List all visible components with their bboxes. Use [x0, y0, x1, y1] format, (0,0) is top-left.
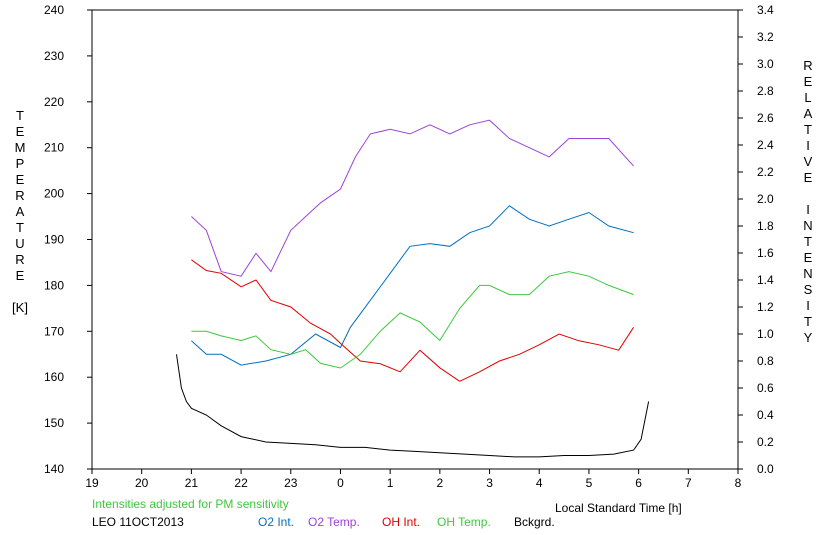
- y-right-tick-label: 1.0: [757, 327, 774, 341]
- y-left-title-letter: T: [16, 220, 24, 235]
- y-right-tick-label: 3.0: [757, 57, 774, 71]
- y-right-title-letter: T: [804, 122, 812, 137]
- y-right-tick-label: 2.4: [757, 138, 774, 152]
- y-left-title-letter: M: [15, 140, 26, 155]
- y-left-tick-label: 240: [44, 3, 64, 17]
- y-left-title-letter: E: [16, 124, 25, 139]
- y-left-tick-label: 200: [44, 187, 64, 201]
- y-left-title-letter: E: [16, 172, 25, 187]
- series-line-4: [176, 354, 650, 458]
- y-right-tick-label: 2.2: [757, 165, 774, 179]
- y-right-title-letter: Y: [804, 330, 813, 345]
- plot-frame: [91, 9, 739, 470]
- x-tick-label: 20: [135, 476, 149, 490]
- y-axis-right: 0.0 0.2 0.4 0.6 0.8 1.0 1.2 1.4 1.6 1.8 2.0 2.2 2.4 2…: [738, 3, 774, 476]
- x-tick-label: 22: [234, 476, 248, 490]
- x-tick-label: 19: [85, 476, 99, 490]
- y-right-tick-label: 0.2: [757, 435, 774, 449]
- y-right-tick-label: 2.8: [757, 84, 774, 98]
- legend-o2-temp: O2 Temp.: [308, 515, 360, 529]
- x-tick-label: 3: [486, 476, 493, 490]
- y-left-title-letter: P: [16, 156, 25, 171]
- y-left-tick-label: 140: [44, 462, 64, 476]
- x-tick-label: 23: [284, 476, 298, 490]
- y-left-tick-label: 180: [44, 278, 64, 292]
- series-line-3: [191, 271, 634, 369]
- y-right-title-letter: R: [803, 58, 812, 73]
- x-tick-label: 0: [337, 476, 344, 490]
- y-right-tick-label: 0.4: [757, 408, 774, 422]
- y-right-tick-label: 1.2: [757, 300, 774, 314]
- x-tick-label: 21: [185, 476, 199, 490]
- x-tick-label: 4: [536, 476, 543, 490]
- legend-bckgrd: Bckgrd.: [514, 515, 555, 529]
- y-left-tick-label: 170: [44, 324, 64, 338]
- station-label: LEO 11OCT2013: [92, 515, 184, 529]
- y-left-tick-label: 190: [44, 233, 64, 247]
- y-right-tick-label: 0.0: [757, 462, 774, 476]
- y-axis-left: 140 150 160 170 180 190 200 210 220 230 240: [44, 3, 92, 476]
- y-right-tick-label: 2.6: [757, 111, 774, 125]
- y-right-tick-label: 3.2: [757, 30, 774, 44]
- y-right-title-letter: L: [804, 90, 811, 105]
- y-left-title-letter: U: [15, 236, 24, 251]
- legend-oh-temp: OH Temp.: [437, 515, 491, 529]
- y-left-tick-label: 210: [44, 141, 64, 155]
- x-axis-title: Local Standard Time [h]: [555, 501, 682, 515]
- x-tick-label: 2: [437, 476, 444, 490]
- legend-o2-int: O2 Int.: [258, 515, 294, 529]
- series-line-1: [191, 119, 634, 277]
- y-left-title-letter: A: [16, 204, 25, 219]
- x-tick-label: 8: [735, 476, 742, 490]
- y-right-title-letter: T: [804, 314, 812, 329]
- y-right-tick-label: 0.8: [757, 354, 774, 368]
- y-left-tick-label: 160: [44, 370, 64, 384]
- note-text: Intensities adjusted for PM sensitivity: [92, 497, 289, 511]
- y-left-tick-label: 220: [44, 95, 64, 109]
- y-right-tick-label: 3.4: [757, 3, 774, 17]
- y-right-title-letter: T: [804, 234, 812, 249]
- y-right-tick-label: 0.6: [757, 381, 774, 395]
- x-tick-label: 6: [635, 476, 642, 490]
- series-lines: [176, 119, 650, 458]
- y-left-title-letter: R: [15, 252, 24, 267]
- y-right-tick-label: 2.0: [757, 192, 774, 206]
- y-right-title-letter: I: [806, 298, 810, 313]
- y-right-title-letter: E: [804, 170, 813, 185]
- x-tick-label: 7: [685, 476, 692, 490]
- y-right-tick-label: 1.4: [757, 273, 774, 287]
- y-right-tick-label: 1.6: [757, 246, 774, 260]
- x-axis: 19 20 21 22 23 0 1 2 3 4 5 6 7 8: [85, 469, 742, 490]
- y-left-title-letter: E: [16, 268, 25, 283]
- x-tick-label: 5: [586, 476, 593, 490]
- legend-oh-int: OH Int.: [382, 515, 420, 529]
- y-left-tick-label: 230: [44, 49, 64, 63]
- y-right-title-letter: E: [804, 250, 813, 265]
- y-right-title-letter: N: [803, 266, 812, 281]
- y-right-title-letter: I: [806, 138, 810, 153]
- y-left-title-unit: [K]: [12, 300, 28, 315]
- y-right-title-letter: V: [804, 154, 813, 169]
- y-right-title-letter: A: [804, 106, 813, 121]
- y-left-tick-label: 150: [44, 416, 64, 430]
- y-left-title-letter: T: [16, 108, 24, 123]
- y-right-tick-label: 1.8: [757, 219, 774, 233]
- y-right-title-letter: I: [806, 202, 810, 217]
- y-left-title-letter: R: [15, 188, 24, 203]
- series-line-0: [191, 205, 634, 366]
- y-right-title-letter: N: [803, 218, 812, 233]
- series-line-2: [191, 259, 635, 382]
- x-tick-label: 1: [387, 476, 394, 490]
- y-right-title-letter: E: [804, 74, 813, 89]
- y-right-title-letter: S: [804, 282, 813, 297]
